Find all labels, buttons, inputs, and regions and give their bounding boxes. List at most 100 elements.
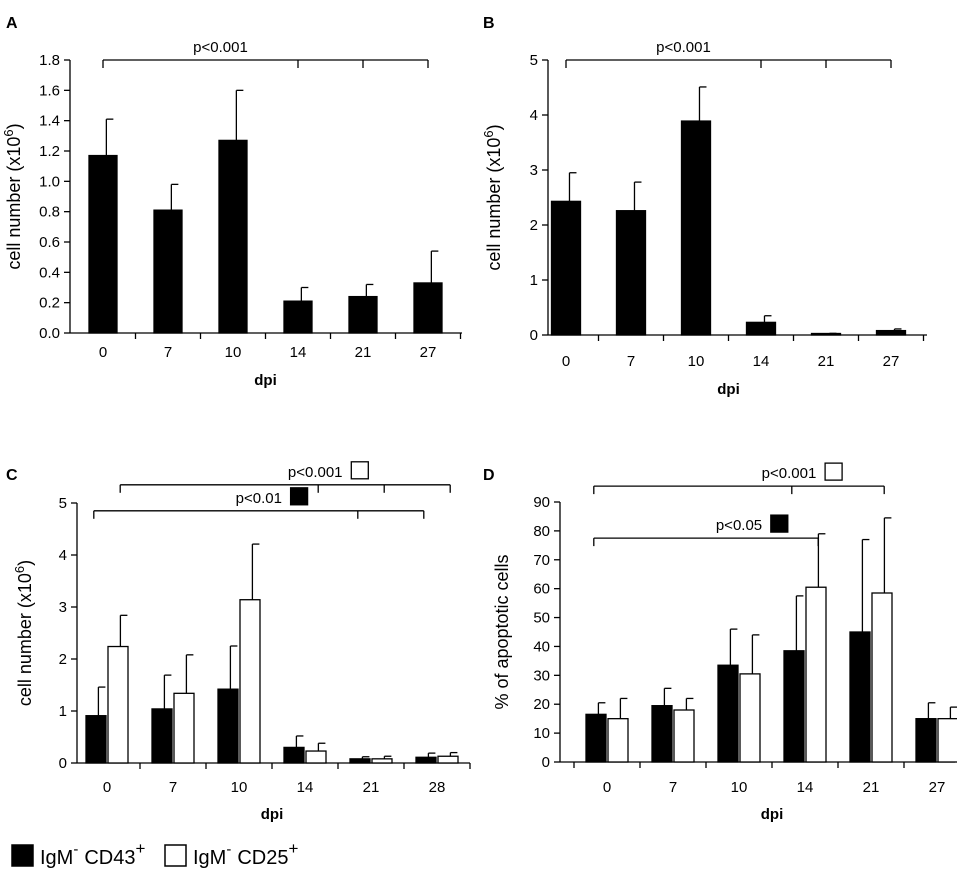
legend-sup: -	[226, 841, 231, 858]
y-tick-label: 0.6	[39, 234, 60, 251]
panel-letter: C	[6, 467, 18, 484]
y-tick-label: 0.0	[39, 325, 60, 342]
y-tick-label: 30	[533, 667, 550, 684]
y-tick-label: 10	[533, 725, 550, 742]
p-value-label: p<0.001	[288, 464, 343, 481]
bar	[283, 746, 305, 764]
x-tick-label: 21	[863, 779, 880, 796]
y-tick-label: 2	[59, 651, 67, 668]
chart-panel-d: D 0 10 20 30 40 50 60 70 80 90 0 7 10 14 21 27 dpi % of ap…	[483, 462, 957, 823]
white-box-marker	[824, 462, 843, 481]
y-tick-label: 0.4	[39, 264, 60, 281]
p-value-label: p<0.01	[236, 490, 282, 507]
bar	[651, 705, 673, 763]
bar	[585, 713, 607, 763]
y-tick-label: 1	[59, 703, 67, 720]
y-axis-title: cell number (x106)	[481, 124, 504, 270]
legend-sup: +	[288, 839, 298, 858]
y-tick-label: 70	[533, 552, 550, 569]
p-value-label: p<0.001	[762, 465, 817, 482]
x-axis-title: dpi	[254, 372, 277, 389]
bar	[349, 758, 371, 764]
p-value-label: p<0.05	[716, 517, 762, 534]
x-tick-label: 21	[355, 344, 372, 361]
x-tick-label: 0	[562, 353, 570, 370]
bar	[805, 586, 827, 763]
y-tick-label: 1.0	[39, 173, 60, 190]
y-axis-title: cell number (x106)	[12, 560, 35, 706]
y-tick-label: 40	[533, 638, 550, 655]
x-tick-label: 10	[731, 779, 748, 796]
y-tick-label: 1	[530, 272, 538, 289]
x-tick-label: 10	[231, 779, 248, 796]
y-tick-label: 0	[530, 327, 538, 344]
bar	[745, 321, 777, 336]
bar	[107, 645, 129, 764]
bar	[739, 673, 761, 763]
x-tick-label: 7	[164, 344, 172, 361]
legend: IgM- CD43+ IgM- CD25+	[11, 839, 298, 869]
legend-sup: +	[135, 839, 145, 858]
legend-marker-name: CD43	[84, 847, 135, 869]
y-tick-label: 60	[533, 581, 550, 598]
x-axis-title: dpi	[261, 806, 284, 823]
bar	[88, 154, 118, 334]
y-axis-title-main: cell number (x10	[15, 573, 35, 706]
bar	[153, 209, 183, 334]
bar	[871, 592, 893, 763]
x-tick-label: 27	[883, 353, 900, 370]
x-tick-label: 14	[797, 779, 814, 796]
y-tick-label: 0	[59, 755, 67, 772]
y-axis-title-exponent: 6	[12, 566, 27, 573]
legend-prefix: IgM	[40, 847, 73, 869]
y-tick-label: 1.8	[39, 52, 60, 69]
x-tick-label: 10	[225, 344, 242, 361]
bar	[849, 631, 871, 763]
y-axis-title-exponent: 6	[1, 129, 16, 136]
y-axis-title-close: )	[15, 560, 35, 566]
bar	[239, 599, 261, 764]
p-value-label: p<0.001	[193, 39, 248, 56]
legend-prefix: IgM	[193, 847, 226, 869]
x-tick-label: 28	[429, 779, 446, 796]
y-tick-label: 1.4	[39, 113, 60, 130]
y-axis-title-close: )	[4, 123, 24, 129]
bar	[85, 715, 107, 764]
chart-panel-c: C 0 1 2 3 4 5 0 7 10 14 21 28 dpi cell number (x106) p<…	[6, 461, 471, 823]
legend-swatch-white	[164, 844, 187, 867]
y-tick-label: 5	[530, 52, 538, 69]
white-box-marker	[350, 461, 369, 480]
x-tick-label: 14	[290, 344, 307, 361]
bar	[415, 756, 437, 764]
x-tick-label: 27	[929, 779, 946, 796]
bar	[615, 210, 647, 336]
y-tick-label: 4	[59, 547, 67, 564]
x-axis-title: dpi	[717, 381, 740, 398]
x-axis-title: dpi	[761, 806, 784, 823]
legend-swatch-black	[11, 844, 34, 867]
y-axis-title: % of apoptotic cells	[492, 554, 512, 709]
y-axis-title-main: cell number (x10	[4, 137, 24, 270]
bar	[437, 755, 459, 764]
y-tick-label: 0.8	[39, 204, 60, 221]
black-box-marker	[770, 514, 789, 533]
x-tick-label: 7	[627, 353, 635, 370]
bar	[783, 650, 805, 763]
bar	[371, 758, 393, 764]
x-tick-label: 21	[363, 779, 380, 796]
y-axis-title-main: cell number (x10	[484, 138, 504, 271]
bar	[607, 718, 629, 763]
bar	[673, 709, 695, 763]
legend-marker-name: CD25	[237, 847, 288, 869]
panel-letter: A	[6, 15, 18, 32]
x-tick-label: 0	[103, 779, 111, 796]
bar	[218, 139, 248, 334]
y-tick-label: 4	[530, 107, 538, 124]
bar	[937, 718, 957, 763]
y-tick-label: 0.2	[39, 295, 60, 312]
x-tick-label: 0	[99, 344, 107, 361]
x-tick-label: 14	[753, 353, 770, 370]
bar	[875, 329, 907, 336]
y-axis-title-exponent: 6	[481, 130, 496, 137]
